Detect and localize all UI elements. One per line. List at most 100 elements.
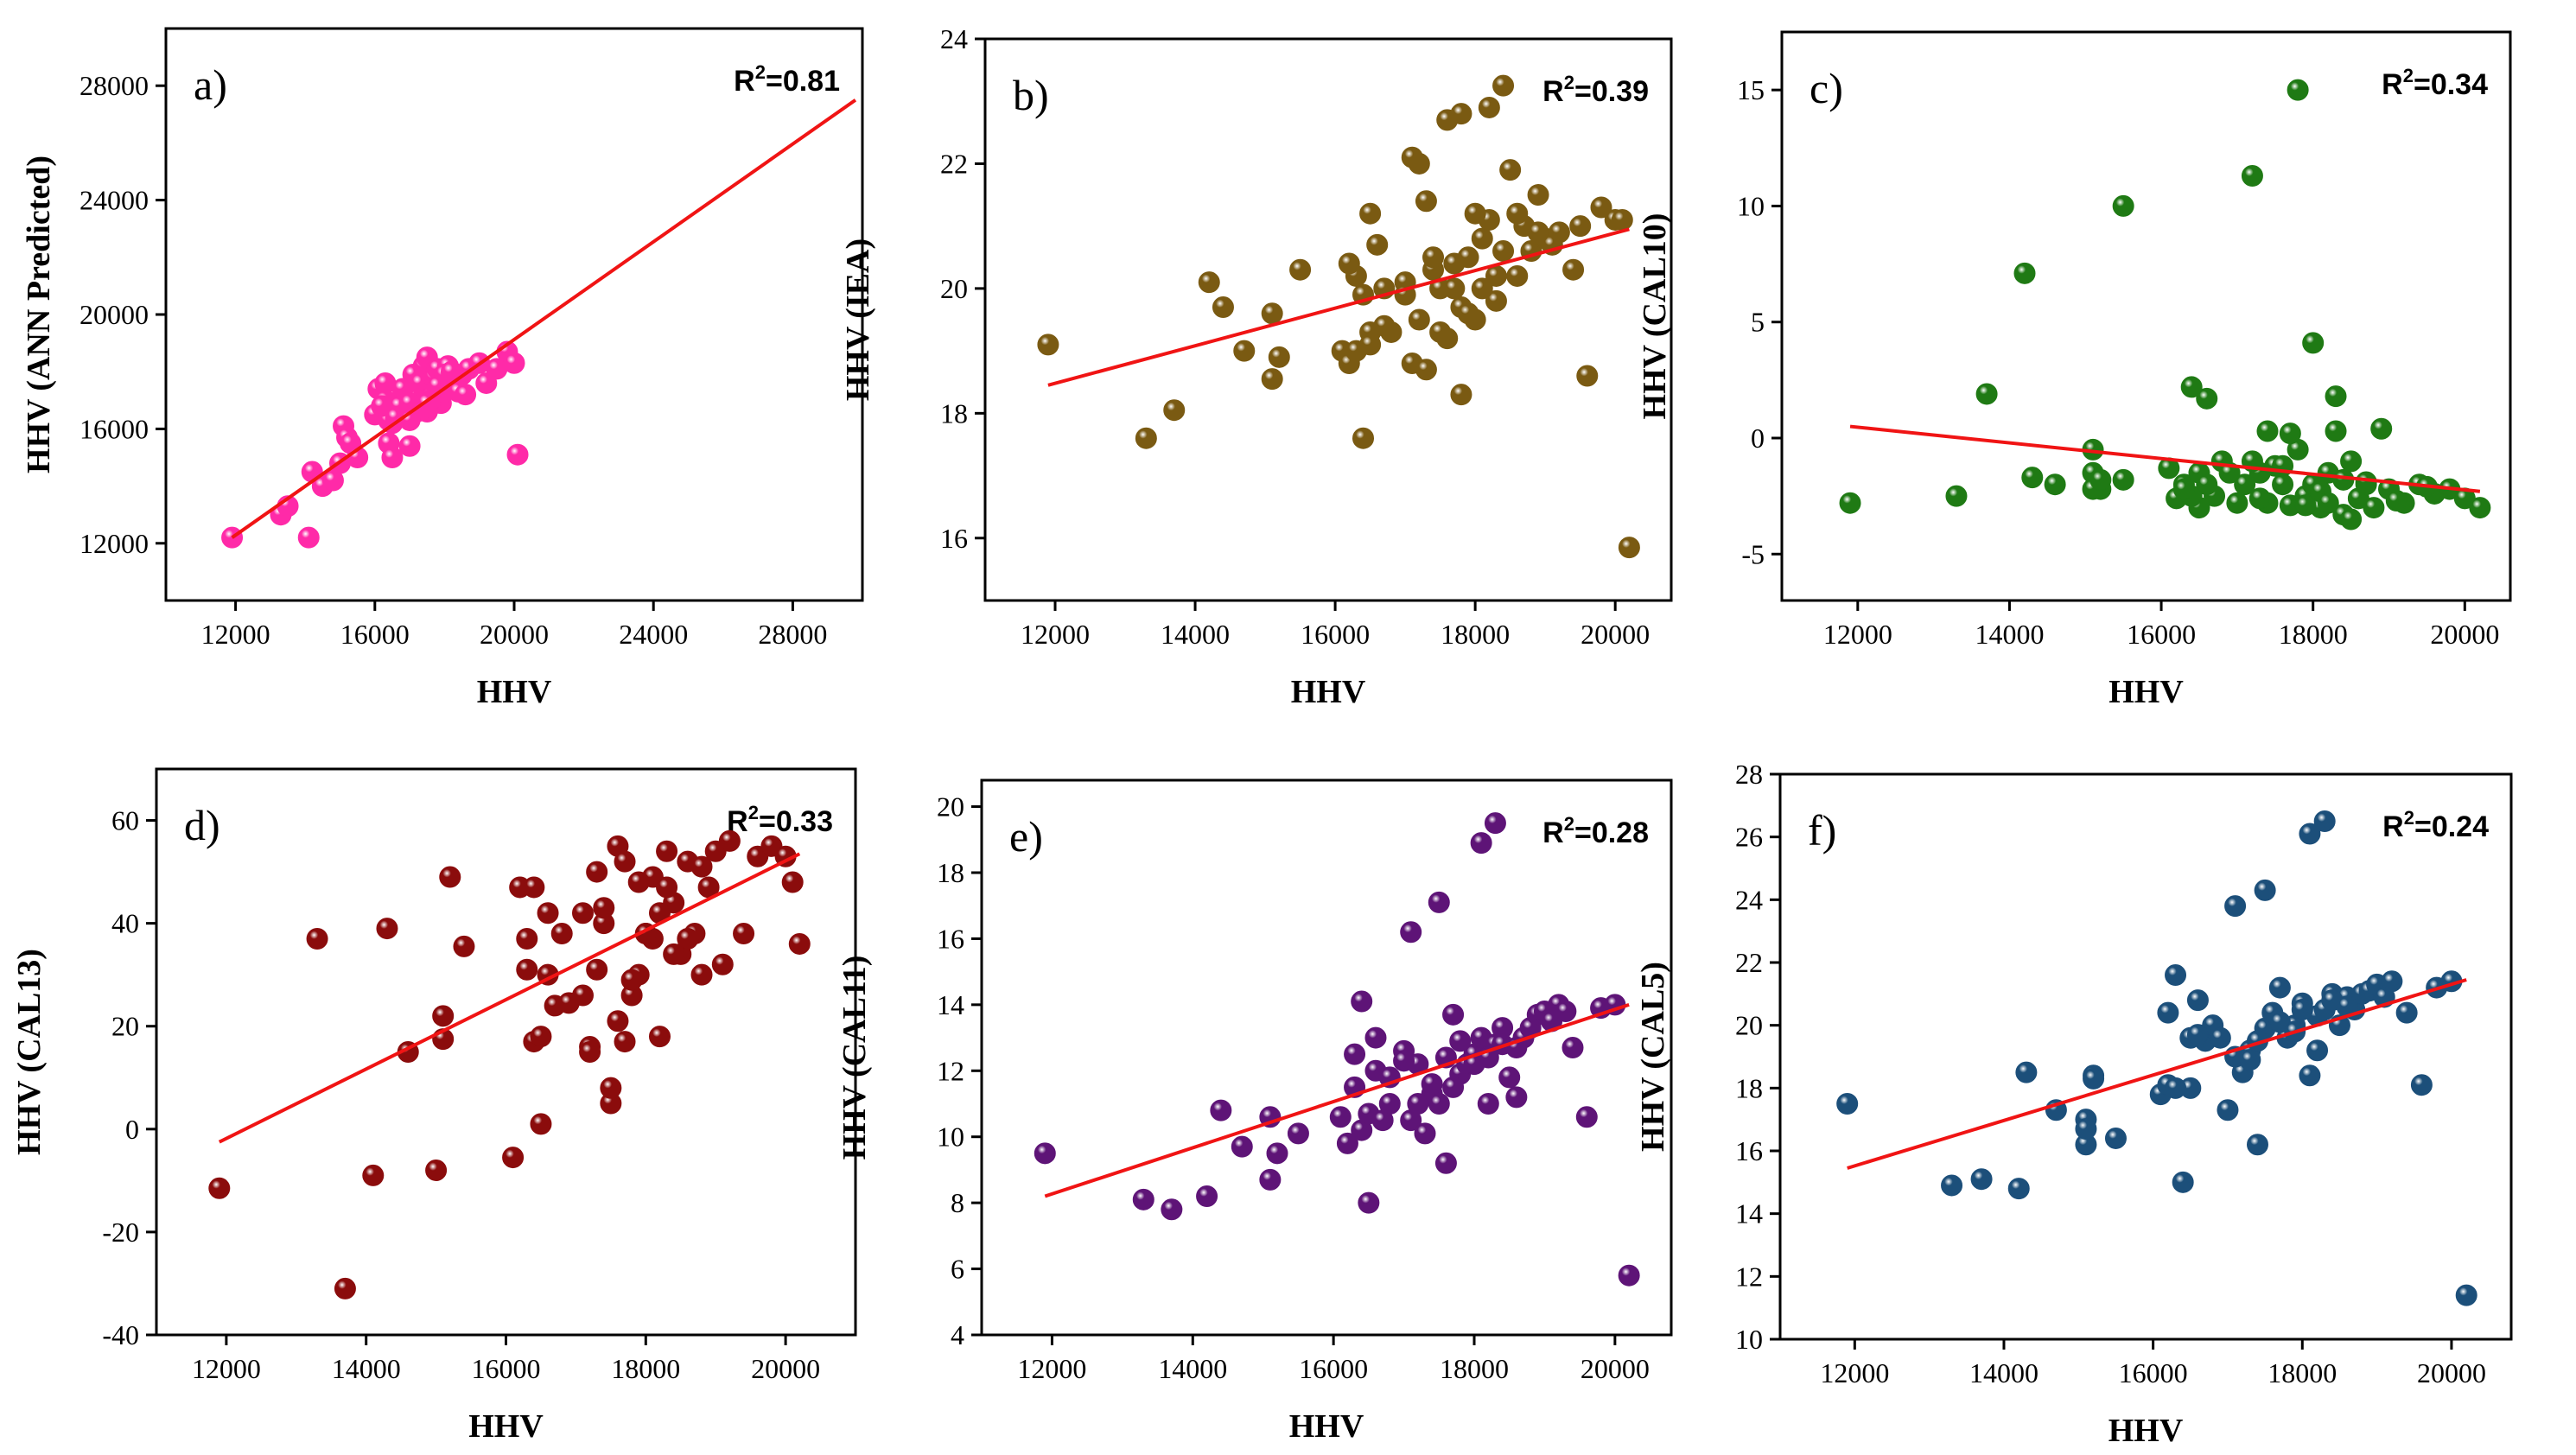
data-point: [1261, 302, 1283, 325]
data-point: [1421, 1073, 1443, 1096]
data-point: [627, 871, 650, 893]
data-point: [1498, 1066, 1521, 1089]
data-point: [1429, 321, 1452, 343]
data-point: [1471, 277, 1493, 300]
data-point: [2157, 1001, 2179, 1024]
data-point: [2325, 385, 2347, 408]
data-point: [2186, 989, 2209, 1012]
data-point: [2112, 194, 2134, 217]
r-squared-label: R2=0.39: [1542, 72, 1649, 108]
data-point: [1352, 427, 1375, 449]
data-point: [503, 352, 525, 374]
data-point: [2172, 478, 2195, 500]
y-tick-label: 18: [940, 397, 968, 429]
panel-label: c): [1810, 64, 1843, 112]
data-point: [1336, 1132, 1358, 1154]
y-tick-label: 10: [937, 1121, 964, 1153]
data-point: [1422, 246, 1445, 269]
data-point: [2075, 1118, 2097, 1140]
x-tick-label: 18000: [611, 1353, 680, 1384]
data-point: [614, 1031, 636, 1053]
r2-superscript: 2: [755, 61, 766, 83]
data-point: [530, 1113, 552, 1135]
data-point: [1575, 1106, 1598, 1128]
data-point: [516, 958, 538, 981]
data-point: [1351, 990, 1373, 1013]
panel-f: 12000 14000 16000 18000 20000101214161820222…: [1635, 759, 2513, 1449]
data-point: [2254, 879, 2276, 901]
data-point: [523, 876, 545, 899]
data-points: [1037, 74, 1640, 559]
y-tick-label: -20: [102, 1217, 139, 1248]
data-point: [1470, 832, 1492, 855]
y-tick-label: -5: [1741, 538, 1765, 569]
data-points: [1839, 79, 2491, 531]
data-point: [690, 855, 713, 878]
panel-a: 12000 16000 20000 24000 28000 12000 16000 20000…: [21, 27, 864, 710]
data-point: [2248, 487, 2271, 510]
x-tick-label: 16000: [340, 619, 410, 650]
data-point: [1212, 296, 1234, 319]
data-point: [432, 1005, 455, 1027]
r2-base: R: [1542, 816, 1564, 849]
data-point: [1289, 258, 1312, 281]
data-point: [1492, 74, 1515, 97]
data-point: [1161, 1198, 1183, 1221]
data-point: [1970, 1168, 1993, 1191]
data-point: [537, 902, 559, 924]
data-point: [1471, 227, 1493, 250]
data-point: [607, 1010, 629, 1032]
data-point: [439, 866, 461, 888]
x-tick-label: 18000: [1441, 619, 1510, 650]
data-point: [2256, 420, 2279, 442]
y-tick-label: 4: [951, 1319, 964, 1350]
data-point: [586, 861, 608, 883]
data-point: [2313, 810, 2336, 832]
data-point: [1345, 340, 1367, 362]
y-tick-label: 22: [1735, 947, 1763, 978]
data-point: [648, 1026, 671, 1048]
regression-line: [218, 852, 801, 1144]
data-point: [711, 953, 734, 975]
data-point: [2287, 79, 2309, 101]
y-tick-label: 20: [937, 791, 964, 823]
data-point: [1408, 308, 1430, 331]
data-point: [600, 1077, 622, 1099]
data-point: [516, 928, 538, 950]
r-squared-label: R2=0.34: [2382, 65, 2488, 101]
y-tick-label: 16: [940, 523, 968, 554]
y-tick-label: 15: [1737, 74, 1765, 105]
data-point: [2165, 1077, 2187, 1099]
data-point: [1457, 246, 1479, 269]
data-point: [2299, 823, 2321, 845]
data-point: [2340, 450, 2363, 473]
r2-superscript: 2: [748, 802, 759, 823]
data-point: [1428, 891, 1450, 913]
data-point: [1442, 1076, 1465, 1098]
data-point: [2104, 1127, 2127, 1149]
data-point: [398, 435, 421, 457]
data-point: [2044, 473, 2066, 496]
data-point: [1484, 812, 1506, 835]
data-point: [1231, 1135, 1253, 1158]
x-tick-label: 20000: [2430, 619, 2499, 650]
data-point: [2410, 1074, 2433, 1096]
data-point: [571, 984, 594, 1007]
r2-superscript: 2: [2404, 807, 2414, 829]
y-tick-label: 28000: [80, 70, 149, 101]
regression-line: [1849, 424, 2481, 493]
data-point: [2246, 1134, 2268, 1156]
panel-b: 12000 14000 16000 18000 20000 16 18 20 22 24 HHV HH…: [840, 23, 1673, 710]
x-axis-title: HHV: [468, 1408, 544, 1445]
r-squared-label: R2=0.33: [727, 802, 833, 838]
data-point: [579, 1041, 601, 1063]
data-point: [208, 1177, 231, 1199]
data-point: [1477, 1093, 1499, 1115]
y-tick-label: 5: [1751, 307, 1765, 338]
data-points: [221, 340, 529, 549]
y-tick-label: 6: [951, 1254, 964, 1285]
y-tick-label: 28: [1735, 759, 1763, 790]
x-axis-title: HHV: [477, 674, 552, 710]
data-point: [2007, 1178, 2030, 1200]
data-point: [677, 928, 699, 950]
